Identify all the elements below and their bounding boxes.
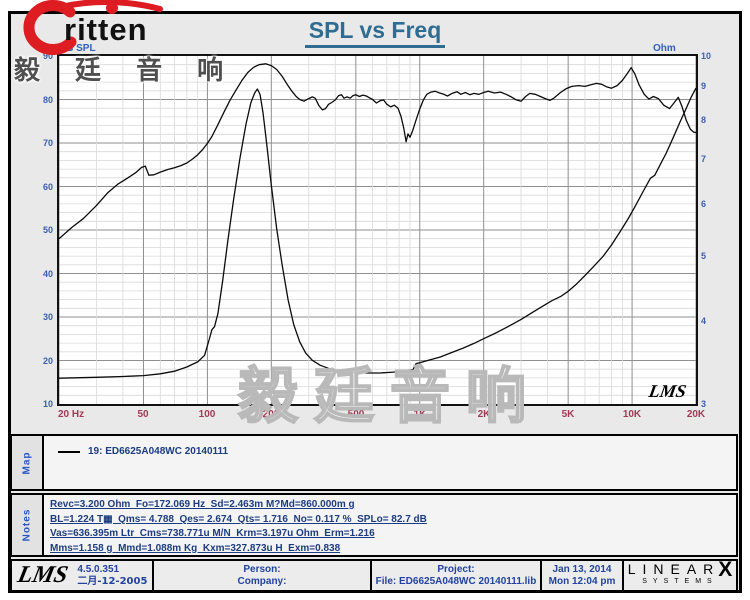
brand-text: ritten — [64, 12, 148, 47]
software-version-date: 二月-12-2005 — [77, 575, 148, 587]
y-left-tick-label: 60 — [42, 182, 53, 192]
report-date: Jan 13, 2014 — [552, 563, 612, 575]
y-left-tick-label: 90 — [42, 51, 53, 61]
linearx-letters: LINEAR — [627, 561, 721, 577]
y-right-tick-label: 8 — [701, 115, 707, 125]
linearx-systems: SYSTEMS — [642, 578, 718, 585]
right-axis-unit-label: Ohm — [653, 43, 676, 54]
note-line: Mms=1.158 g Mmd=1.088m Kg Kxm=327.873u H… — [50, 542, 341, 554]
note-line: Revc=3.200 Ohm Fo=172.069 Hz Sd=2.463m M… — [50, 499, 355, 510]
footer-cell-datetime: Jan 13, 2014 Mon 12:04 pm — [542, 561, 624, 590]
y-right-tick-label: 3 — [701, 399, 707, 409]
x-tick-label: 20K — [686, 409, 706, 420]
y-left-tick-label: 70 — [42, 138, 53, 148]
map-content: 19: ED6625A048WC 20140111 — [44, 436, 228, 489]
y-left-tick-label: 10 — [42, 399, 53, 409]
chart-svg — [58, 56, 697, 404]
software-version: 4.5.0.351 — [77, 563, 120, 575]
person-label: Person: — [243, 563, 281, 575]
linearx-logo: LINEAR X SYSTEMS — [627, 558, 733, 588]
footer-cell-person: Person: Company: — [154, 561, 372, 590]
notes-section-label: Notes — [12, 495, 44, 555]
footer-cell-linearx: LINEAR X SYSTEMS — [624, 558, 736, 590]
x-tick-label: 500 — [347, 409, 365, 420]
page-title: SPL vs Freq — [0, 17, 750, 48]
lms-chart-mark: LMS — [647, 381, 688, 401]
footer-cell-version: LMS 4.5.0.351 二月-12-2005 — [12, 561, 154, 590]
brand-logo: ritten — [8, 0, 218, 56]
x-tick-label: 10K — [622, 409, 642, 420]
y-left-tick-label: 20 — [42, 356, 53, 366]
chart-plot-area: LMS — [57, 54, 698, 406]
x-tick-label: 1K — [413, 409, 427, 420]
note-line: Vas=636.395m Ltr Cms=738.771u M/N Krm=3.… — [50, 528, 375, 539]
y-right-tick-label: 6 — [701, 199, 707, 209]
x-tick-label: 20 Hz — [58, 409, 85, 420]
linearx-x: X — [718, 558, 733, 581]
file-name: File: ED6625A048WC 20140111.lib — [375, 575, 537, 587]
y-right-tick-label: 7 — [701, 154, 707, 164]
footer-cell-project: Project: File: ED6625A048WC 20140111.lib — [372, 561, 542, 590]
y-right-tick-label: 5 — [701, 251, 707, 261]
y-left-tick-label: 80 — [42, 95, 53, 105]
project-label: Project: — [437, 563, 475, 575]
y-right-tick-label: 4 — [701, 316, 707, 326]
y-right-tick-label: 9 — [701, 81, 707, 91]
legend-line-swatch — [58, 450, 80, 453]
legend-text: 19: ED6625A048WC 20140111 — [88, 446, 229, 457]
x-tick-label: 2K — [477, 409, 491, 420]
left-axis-unit-label: dB SPL — [60, 43, 96, 54]
legend-row: 19: ED6625A048WC 20140111 — [58, 446, 228, 457]
note-line: BL=1.224 T▦ Qms= 4.788 Qes= 2.674 Qts= 1… — [50, 513, 427, 525]
x-tick-label: 100 — [198, 409, 216, 420]
company-label: Company: — [237, 575, 287, 587]
notes-content: Revc=3.200 Ohm Fo=172.069 Hz Sd=2.463m M… — [44, 495, 427, 555]
x-tick-label: 200 — [262, 409, 280, 420]
lms-footer-logo: LMS — [15, 562, 71, 588]
y-left-tick-label: 40 — [42, 269, 53, 279]
notes-section: Notes Revc=3.200 Ohm Fo=172.069 Hz Sd=2.… — [10, 493, 738, 557]
y-left-tick-label: 30 — [42, 312, 53, 322]
y-left-tick-label: 50 — [42, 225, 53, 235]
footer-bar: LMS 4.5.0.351 二月-12-2005 Person: Company… — [10, 559, 738, 592]
x-tick-label: 50 — [137, 409, 149, 420]
brand-swoosh-icon — [23, 0, 163, 55]
report-time: Mon 12:04 pm — [548, 575, 616, 587]
brand-chinese-text: 毅 廷 音 响 — [14, 56, 237, 86]
x-tick-label: 5K — [561, 409, 575, 420]
map-section: Map 19: ED6625A048WC 20140111 — [10, 434, 738, 491]
map-section-label: Map — [12, 436, 44, 489]
y-right-tick-label: 10 — [701, 51, 712, 61]
